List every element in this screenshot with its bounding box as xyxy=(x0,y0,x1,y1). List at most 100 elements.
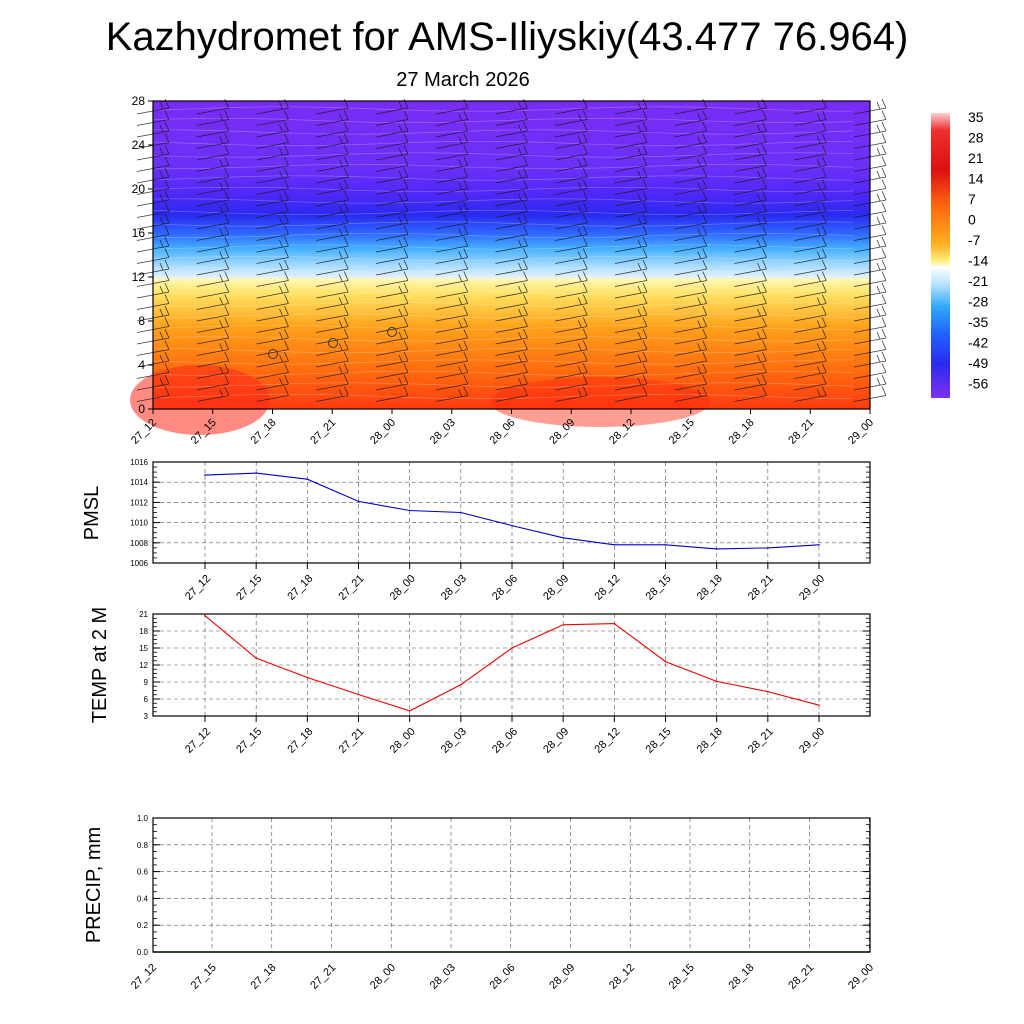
wind-barb xyxy=(316,236,349,253)
data-point xyxy=(562,624,564,626)
wind-barb xyxy=(256,294,289,310)
pmsl-axes: 1016 1014 1012 1010 1008 1006 27_12 27_15 27_18 2… xyxy=(130,458,870,603)
wind-barb xyxy=(794,202,827,218)
wind-barb xyxy=(316,305,349,322)
wind-barb xyxy=(555,363,588,379)
wind-barb xyxy=(316,271,349,287)
wind-barb xyxy=(555,190,588,207)
heatmap-contour xyxy=(152,106,854,112)
wind-barb xyxy=(794,294,827,310)
ytick-label: 1006 xyxy=(130,559,148,568)
ytick-label: 0.2 xyxy=(137,921,149,930)
colorbar-labels: 35 28 21 14 7 0 -7 -14 -21 -28 -35 -42 -49 -56 xyxy=(968,109,988,392)
wind-barb xyxy=(674,190,708,207)
heatmap-field xyxy=(153,101,870,409)
calm-wind-marker xyxy=(328,338,338,348)
wind-barb xyxy=(794,110,827,126)
wind-barb xyxy=(674,374,708,391)
colorbar-label: -21 xyxy=(968,273,988,289)
ytick-label: 0.6 xyxy=(137,868,149,877)
ytick-label: 15 xyxy=(139,644,148,653)
wind-barb xyxy=(674,167,708,184)
wind-barb xyxy=(375,236,409,253)
wind-barb xyxy=(435,236,469,253)
wind-barb xyxy=(674,110,708,126)
wind-barb xyxy=(435,248,469,264)
wind-barb xyxy=(316,110,349,126)
wind-barb xyxy=(794,167,827,184)
wind-barb xyxy=(674,294,708,310)
heatmap-ytick-label: 24 xyxy=(132,138,146,152)
wind-barb xyxy=(674,282,708,299)
heatmap-ytick-label: 20 xyxy=(132,182,146,196)
wind-barb xyxy=(794,156,827,172)
wind-barb xyxy=(614,259,648,276)
wind-barb xyxy=(555,156,588,172)
wind-barb xyxy=(196,213,230,230)
wind-barb xyxy=(316,167,349,184)
wind-barb xyxy=(734,236,767,253)
wind-barb xyxy=(196,340,230,356)
ytick-label: 1012 xyxy=(130,498,148,507)
wind-barb xyxy=(256,121,289,138)
wind-barb xyxy=(435,133,469,149)
wind-barb xyxy=(495,294,528,310)
xtick-label: 28_12 xyxy=(592,573,622,603)
wind-barb xyxy=(555,167,588,184)
wind-barb xyxy=(794,305,827,322)
heatmap-contour xyxy=(152,393,854,400)
wind-barb xyxy=(734,363,767,379)
xtick-label: 28_15 xyxy=(667,962,697,992)
wind-barb xyxy=(256,340,289,356)
wind-barb xyxy=(794,121,827,138)
wind-barb xyxy=(555,305,588,322)
ytick-label: 9 xyxy=(144,678,149,687)
wind-barb xyxy=(555,271,588,287)
wind-barb xyxy=(316,328,349,345)
colorbar-label: 14 xyxy=(968,171,984,187)
heatmap-xtick-label: 27_12 xyxy=(129,417,159,447)
wind-barb xyxy=(794,363,827,379)
ytick-label: 1014 xyxy=(130,478,148,487)
data-point xyxy=(511,647,513,649)
wind-barb xyxy=(734,121,767,138)
heatmap-ytick-label: 12 xyxy=(132,270,146,284)
temp2m-axes: 21 18 15 12 9 6 3 27_12 27_15 27_18 27_21 28_00 28_0… xyxy=(139,610,870,756)
wind-barb xyxy=(495,340,528,356)
heatmap-contour xyxy=(152,324,854,331)
data-point xyxy=(664,660,667,663)
heatmap-contour xyxy=(152,221,854,227)
colorbar: 35 28 21 14 7 0 -7 -14 -21 -28 -35 -42 -49 -56 xyxy=(931,109,988,398)
wind-barb xyxy=(375,328,409,345)
wind-barb xyxy=(555,110,588,126)
wind-barb xyxy=(734,213,767,230)
wind-barb xyxy=(196,374,230,391)
wind-barb xyxy=(614,156,648,172)
xtick-label: 28_09 xyxy=(541,726,571,756)
wind-barb xyxy=(375,363,409,379)
wind-barb xyxy=(614,340,648,356)
wind-barb xyxy=(734,167,767,184)
wind-barb xyxy=(794,271,827,287)
wind-barb xyxy=(196,351,230,368)
wind-barb xyxy=(794,351,827,368)
wind-barb xyxy=(435,294,469,310)
wind-barb xyxy=(256,271,289,287)
heatmap-contour xyxy=(153,382,854,388)
wind-barb xyxy=(614,294,648,310)
wind-barb xyxy=(555,248,588,264)
heatmap-contour xyxy=(152,163,854,170)
wind-barb xyxy=(734,179,767,195)
xtick-label: 28_06 xyxy=(488,962,518,992)
wind-barb xyxy=(495,271,528,287)
wind-barb xyxy=(794,179,827,195)
temp2m-frame xyxy=(152,613,871,717)
colorbar-label: -28 xyxy=(968,294,988,310)
wind-barb xyxy=(256,156,289,172)
xtick-label: 27_18 xyxy=(285,726,315,756)
wind-barb xyxy=(196,179,230,195)
wind-barb xyxy=(196,236,230,253)
xtick-label: 28_03 xyxy=(439,726,469,756)
wind-barb xyxy=(555,294,588,310)
wind-barb xyxy=(196,167,230,184)
